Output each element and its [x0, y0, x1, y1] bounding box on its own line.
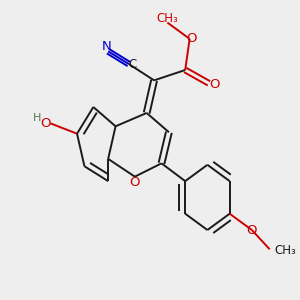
Text: C: C [128, 58, 136, 70]
Text: CH₃: CH₃ [157, 12, 178, 25]
Text: O: O [247, 224, 257, 236]
Text: N: N [102, 40, 112, 53]
Text: O: O [186, 32, 196, 45]
Text: O: O [130, 176, 140, 188]
Text: H: H [33, 113, 41, 123]
Text: O: O [209, 78, 220, 91]
Text: O: O [41, 117, 51, 130]
Text: CH₃: CH₃ [274, 244, 296, 257]
